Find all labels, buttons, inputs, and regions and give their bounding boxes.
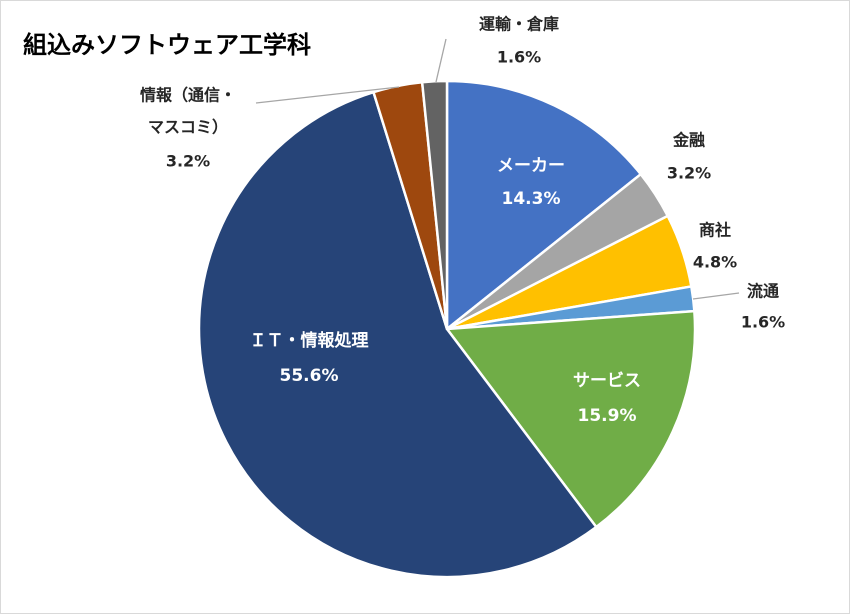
category-label-slice-2: 金融 (672, 131, 705, 150)
pie-slice-6 (197, 90, 598, 579)
chart-title: 組込みソフトウェア工学科 (23, 31, 311, 59)
pie-slices (197, 79, 697, 579)
value-label-slice-3: 4.8% (693, 253, 737, 272)
leader-line-slice-4 (692, 292, 740, 300)
value-label-slice-6: 55.6% (280, 366, 339, 386)
pie-slice-5 (445, 309, 697, 529)
category-label-slice-7-line-2: マスコミ） (148, 118, 228, 137)
category-label-slice-8: 運輸・倉庫 (479, 15, 559, 34)
data-labels: メーカー 14.3% 金融 3.2% 商社 4.8% 流通 1.6% サービス 15.9% ＩＴ・情… (140, 15, 785, 427)
value-label-slice-8: 1.6% (497, 48, 541, 67)
value-label-slice-4: 1.6% (741, 313, 785, 332)
value-label-slice-5: 15.9% (578, 406, 637, 426)
leader-line-slice-7 (255, 86, 400, 104)
value-label-slice-2: 3.2% (667, 164, 711, 183)
category-label-slice-5: サービス (573, 371, 641, 391)
category-label-slice-4: 流通 (747, 282, 779, 301)
category-label-slice-1: メーカー (497, 156, 565, 176)
value-label-slice-7: 3.2% (166, 152, 210, 171)
category-label-slice-7-line-1: 情報（通信・ (140, 86, 236, 105)
pie-slice-1 (445, 79, 643, 331)
value-label-slice-1: 14.3% (502, 189, 561, 209)
pie-slice-8 (420, 79, 449, 331)
leader-lines (255, 38, 740, 300)
category-label-slice-6: ＩＴ・情報処理 (250, 330, 369, 351)
category-label-slice-3: 商社 (699, 221, 731, 240)
leader-line-slice-8 (435, 38, 447, 83)
